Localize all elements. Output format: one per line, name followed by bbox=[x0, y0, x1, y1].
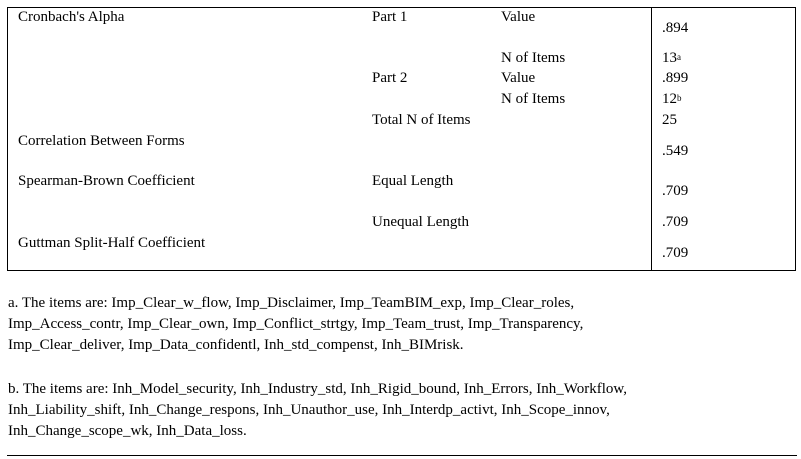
footnote-a-line: Imp_Access_contr, Imp_Clear_own, Imp_Con… bbox=[8, 316, 584, 332]
footnote-b-line: b. The items are: Inh_Model_security, In… bbox=[8, 381, 627, 397]
footnote-b-line: Inh_Change_scope_wk, Inh_Data_loss. bbox=[8, 423, 247, 439]
column-divider bbox=[651, 7, 652, 271]
footnote-a-line: Imp_Clear_deliver, Imp_Data_confidentl, … bbox=[8, 337, 464, 353]
part2-label: Part 2 bbox=[372, 70, 408, 86]
row-label-correlation: Correlation Between Forms bbox=[18, 133, 185, 149]
correlation-value: .549 bbox=[662, 143, 689, 159]
unequal-length-value: .709 bbox=[662, 214, 689, 230]
bottom-rule bbox=[7, 455, 797, 456]
row-label-spearman: Spearman-Brown Coefficient bbox=[18, 173, 195, 189]
total-n: 25 bbox=[662, 112, 677, 128]
row-label-guttman: Guttman Split-Half Coefficient bbox=[18, 235, 206, 251]
part2-n: 12b bbox=[662, 91, 682, 107]
part1-n-label: N of Items bbox=[501, 50, 566, 66]
footnote-a: a. The items are: Imp_Clear_w_flow, Imp_… bbox=[8, 293, 788, 356]
part1-value: .894 bbox=[662, 20, 689, 36]
footnote-b: b. The items are: Inh_Model_security, In… bbox=[8, 379, 788, 442]
part2-n-label: N of Items bbox=[501, 91, 566, 107]
guttman-value: .709 bbox=[662, 245, 689, 261]
part1-value-label: Value bbox=[501, 9, 536, 25]
footnote-b-line: Inh_Liability_shift, Inh_Change_respons,… bbox=[8, 402, 610, 418]
part2-value: .899 bbox=[662, 70, 689, 86]
equal-length-value: .709 bbox=[662, 183, 689, 199]
part1-label: Part 1 bbox=[372, 9, 408, 25]
total-n-label: Total N of Items bbox=[372, 112, 471, 128]
part1-n: 13a bbox=[662, 50, 681, 66]
equal-length-label: Equal Length bbox=[372, 173, 454, 189]
row-label-cronbach: Cronbach's Alpha bbox=[18, 9, 125, 25]
reliability-table bbox=[7, 7, 796, 271]
part2-value-label: Value bbox=[501, 70, 536, 86]
footnote-a-line: a. The items are: Imp_Clear_w_flow, Imp_… bbox=[8, 295, 575, 311]
unequal-length-label: Unequal Length bbox=[372, 214, 470, 230]
